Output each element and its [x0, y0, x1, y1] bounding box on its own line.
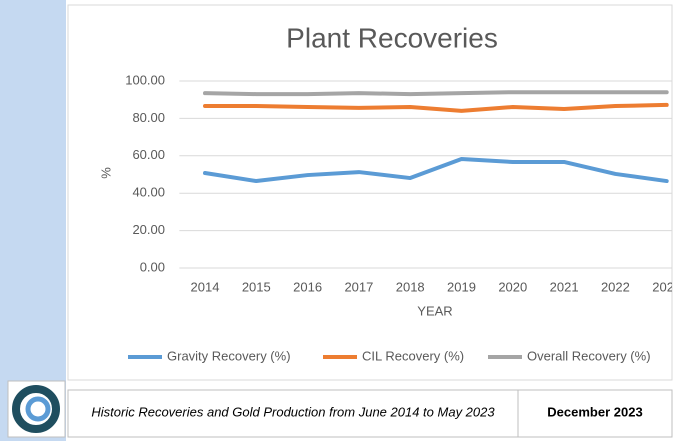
- y-tick-label: 100.00: [125, 72, 165, 87]
- logo: [12, 385, 60, 433]
- date-cell: [517, 389, 673, 438]
- chart-frame: [67, 4, 673, 381]
- x-tick-label: 2017: [344, 279, 373, 294]
- x-tick-label: 2018: [396, 279, 425, 294]
- y-tick-label: 0.00: [140, 259, 165, 274]
- x-tick-label: 2020: [498, 279, 527, 294]
- y-tick-label: 40.00: [132, 185, 165, 200]
- y-axis-label: %: [98, 167, 113, 179]
- x-tick-label: 2022: [601, 279, 630, 294]
- y-tick-label: 60.00: [132, 147, 165, 162]
- y-tick-label: 20.00: [132, 222, 165, 237]
- legend: Gravity Recovery (%) CIL Recovery (%) Over…: [128, 348, 651, 363]
- series-line: [203, 90, 669, 97]
- logo-inner: [25, 396, 51, 422]
- x-tick-label: 2014: [191, 279, 220, 294]
- x-tick-label: 2015: [242, 279, 271, 294]
- x-tick-label: 2023: [652, 279, 680, 294]
- x-tick-label: 2019: [447, 279, 476, 294]
- caption-cell: [67, 389, 519, 438]
- series-line: [203, 156, 669, 184]
- x-tick-label: 2021: [550, 279, 579, 294]
- legend-label: Gravity Recovery (%): [167, 348, 291, 363]
- series-line: [203, 102, 669, 113]
- legend-label: CIL Recovery (%): [362, 348, 464, 363]
- footer-date: December 2023: [547, 404, 642, 419]
- plot-area: 2014 2015 2016 2017 2018 2019 2020 2021 2022 2023: [179, 80, 680, 294]
- side-strip: [0, 0, 66, 441]
- chart-title: Plant Recoveries: [286, 22, 498, 53]
- footer-caption: Historic Recoveries and Gold Production …: [91, 404, 495, 419]
- x-tick-label: 2016: [293, 279, 322, 294]
- legend-label: Overall Recovery (%): [527, 348, 651, 363]
- x-axis-label: YEAR: [417, 303, 452, 318]
- y-tick-label: 80.00: [132, 110, 165, 125]
